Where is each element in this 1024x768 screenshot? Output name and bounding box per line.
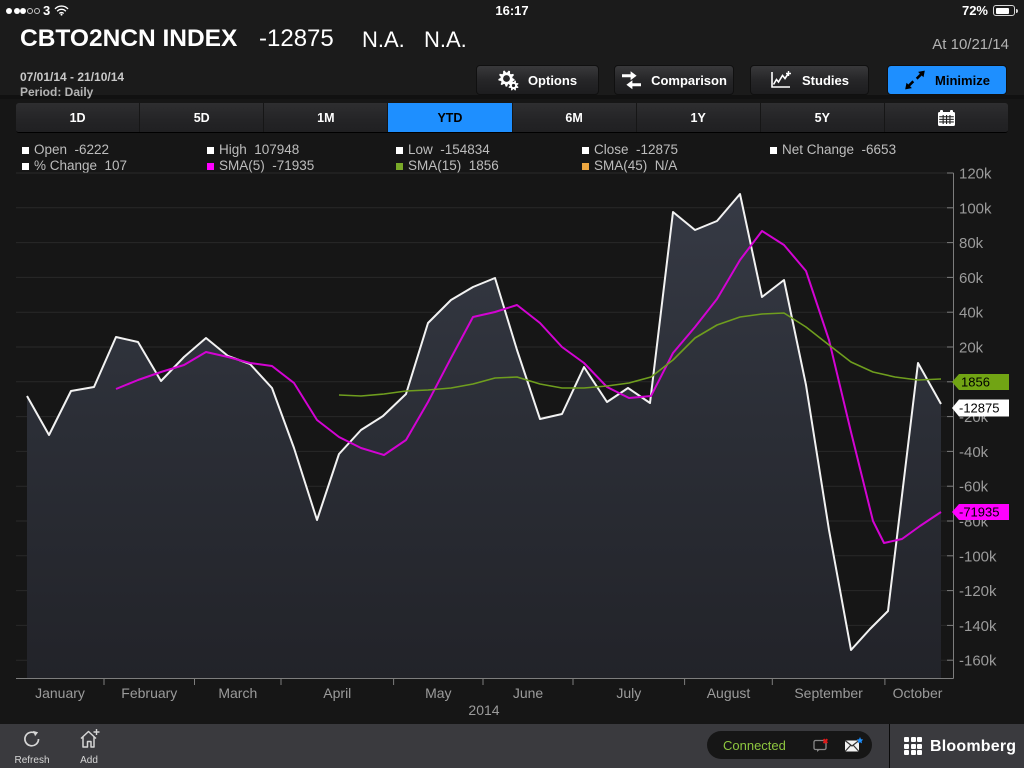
svg-text:March: March xyxy=(218,685,257,701)
svg-text:-140k: -140k xyxy=(959,618,997,635)
svg-text:October: October xyxy=(893,685,943,701)
svg-text:May: May xyxy=(425,685,451,701)
svg-text:1856: 1856 xyxy=(961,375,990,390)
svg-text:-120k: -120k xyxy=(959,583,997,600)
svg-text:40k: 40k xyxy=(959,305,984,322)
svg-text:60k: 60k xyxy=(959,270,984,287)
svg-text:-71935: -71935 xyxy=(959,505,999,520)
svg-text:August: August xyxy=(707,685,751,701)
svg-text:January: January xyxy=(35,685,85,701)
svg-text:-12875: -12875 xyxy=(959,401,999,416)
svg-text:-100k: -100k xyxy=(959,548,997,565)
svg-text:-160k: -160k xyxy=(959,653,997,670)
svg-text:April: April xyxy=(323,685,351,701)
svg-text:100k: 100k xyxy=(959,200,992,217)
svg-text:80k: 80k xyxy=(959,235,984,252)
svg-text:-60k: -60k xyxy=(959,479,989,496)
svg-text:120k: 120k xyxy=(959,166,992,183)
svg-text:June: June xyxy=(513,685,544,701)
svg-text:20k: 20k xyxy=(959,340,984,357)
svg-text:February: February xyxy=(121,685,177,701)
svg-text:2014: 2014 xyxy=(468,702,499,718)
svg-text:September: September xyxy=(794,685,863,701)
svg-text:July: July xyxy=(616,685,641,701)
svg-text:-40k: -40k xyxy=(959,444,989,461)
